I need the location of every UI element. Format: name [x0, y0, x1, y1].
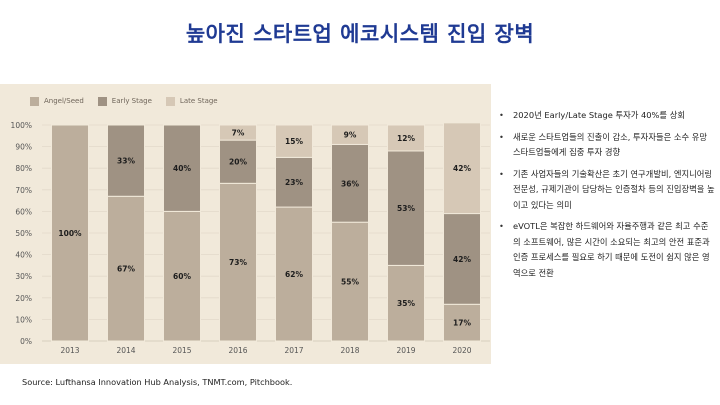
legend-item: Early Stage [97, 96, 152, 106]
y-tick-label: 0% [20, 337, 32, 346]
bar-segment-late-stage [387, 124, 425, 152]
y-tick-label: 80% [15, 164, 32, 173]
bar-segment-angel-seed [387, 264, 425, 342]
data-label: 12% [397, 134, 415, 143]
data-label: 35% [397, 299, 415, 308]
bar-segment-early-stage [443, 213, 481, 305]
data-label: 53% [397, 204, 415, 213]
bar-segment-angel-seed [331, 221, 369, 342]
legend-item: Angel/Seed [30, 96, 84, 106]
bullet-item: 2020년 Early/Late Stage 투자가 40%를 상회 [497, 108, 715, 124]
data-label: 42% [453, 164, 471, 173]
legend-label: Early Stage [111, 97, 152, 105]
data-label: 7% [232, 129, 245, 138]
bar-segment-angel-seed [275, 206, 313, 342]
data-label: 55% [341, 278, 359, 287]
data-label: 60% [173, 272, 191, 281]
data-label: 42% [453, 255, 471, 264]
bullet-item: 기존 사업자들의 기술확산은 초기 연구개발비, 엔지니어링 전문성, 규제기관… [497, 167, 715, 214]
chart-legend: Angel/Seed Early Stage Late Stage [30, 95, 218, 107]
legend-label: Late Stage [179, 97, 218, 105]
x-tick-label: 2019 [396, 346, 415, 355]
legend-swatch [97, 96, 107, 106]
y-tick-label: 30% [15, 272, 32, 281]
bar-segment-early-stage [107, 124, 145, 197]
legend-swatch [30, 96, 39, 106]
bar-segment-angel-seed [107, 195, 145, 342]
data-label: 62% [285, 270, 303, 279]
bar-segment-angel-seed [51, 124, 89, 342]
y-tick-label: 100% [11, 121, 32, 130]
source-note: Source: Lufthansa Innovation Hub Analysi… [22, 377, 293, 387]
data-label: 23% [285, 178, 303, 187]
bar-segment-early-stage [275, 156, 313, 208]
bar-segment-early-stage [163, 124, 201, 212]
bullet-item: 새로운 스타트업들의 진출이 감소, 투자자들은 소수 유망 스타트업들에게 집… [497, 130, 715, 161]
legend-label: Angel/Seed [44, 97, 84, 105]
data-label: 100% [58, 229, 82, 238]
bar-segment-angel-seed [219, 182, 257, 342]
bar-segment-early-stage [331, 143, 369, 223]
data-label: 36% [341, 179, 359, 188]
data-label: 73% [229, 258, 247, 267]
data-label: 67% [117, 265, 135, 274]
x-tick-label: 2015 [172, 346, 191, 355]
y-tick-label: 60% [15, 207, 32, 216]
legend-item: Late Stage [165, 96, 218, 106]
data-label: 17% [453, 319, 471, 328]
x-tick-label: 2016 [228, 346, 247, 355]
data-label: 9% [344, 131, 357, 140]
bar-segment-late-stage [219, 124, 257, 141]
bullet-list: 2020년 Early/Late Stage 투자가 40%를 상회 새로운 스… [497, 108, 715, 287]
data-label: 40% [173, 164, 191, 173]
bullet-item: eVOTL은 복잡한 하드웨어와 자율주행과 같은 최고 수준의 소프트웨어, … [497, 219, 715, 281]
bar-segment-late-stage [331, 124, 369, 145]
bar-segment-late-stage [275, 124, 313, 158]
bar-segment-late-stage [443, 122, 481, 215]
x-tick-label: 2013 [60, 346, 79, 355]
x-tick-label: 2020 [452, 346, 471, 355]
y-tick-label: 10% [15, 315, 32, 324]
y-tick-label: 20% [15, 294, 32, 303]
legend-swatch [165, 96, 175, 106]
y-tick-label: 50% [15, 229, 32, 238]
bar-segment-early-stage [387, 150, 425, 266]
bar-segment-early-stage [219, 139, 257, 184]
x-tick-label: 2017 [284, 346, 303, 355]
data-label: 20% [229, 158, 247, 167]
data-label: 15% [285, 137, 303, 146]
data-label: 33% [117, 157, 135, 166]
y-tick-label: 90% [15, 143, 32, 152]
y-tick-label: 40% [15, 251, 32, 260]
slide-title: 높아진 스타트업 에코시스템 진입 장벽 [185, 22, 535, 46]
x-tick-label: 2014 [116, 346, 135, 355]
y-tick-label: 70% [15, 186, 32, 195]
bar-segment-angel-seed [163, 210, 201, 342]
x-tick-label: 2018 [340, 346, 359, 355]
